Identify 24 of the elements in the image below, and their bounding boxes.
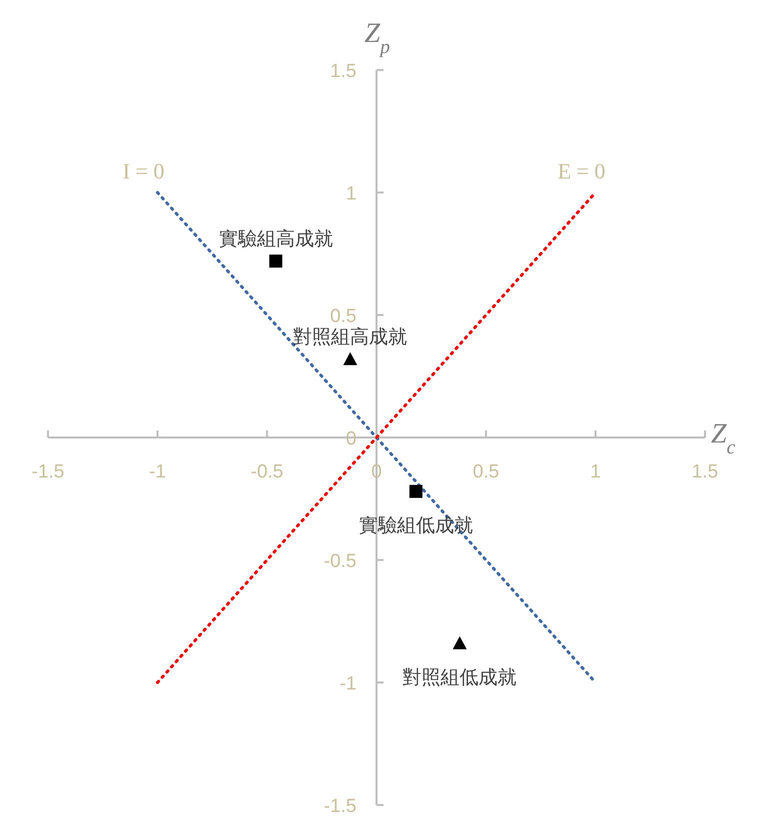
y-tick-label: -1	[340, 674, 356, 694]
y-axis-title: Z$_{p}$	[364, 18, 390, 58]
x-tick-label: 0.5	[472, 462, 500, 482]
x-tick-label: -0.5	[250, 462, 284, 482]
x-tick-label: 1	[590, 462, 601, 482]
annotation: 對照組高成就	[293, 326, 408, 348]
point	[452, 636, 467, 650]
point	[269, 254, 282, 268]
point	[409, 484, 422, 498]
y-tick-label: 0.5	[330, 306, 356, 327]
y-tick-label: -0.5	[324, 551, 356, 572]
x-tick-label: -1	[149, 462, 166, 482]
series-label: I = 0	[122, 158, 164, 184]
x-tick-label: 1.5	[692, 462, 718, 482]
y-tick-label: 1.5	[330, 61, 356, 82]
annotation: 實驗組低成就	[358, 514, 473, 536]
point	[343, 352, 358, 366]
annotation: 實驗組高成就	[218, 228, 333, 250]
x-tick-label: -1.5	[32, 462, 64, 482]
y-tick-label: 1	[346, 184, 356, 204]
x-axis-title: Z$_{c}$	[711, 418, 736, 458]
series-label: E = 0	[558, 158, 606, 184]
y-tick-label: -1.5	[324, 796, 356, 817]
annotation: 對照組低成就	[402, 666, 517, 688]
